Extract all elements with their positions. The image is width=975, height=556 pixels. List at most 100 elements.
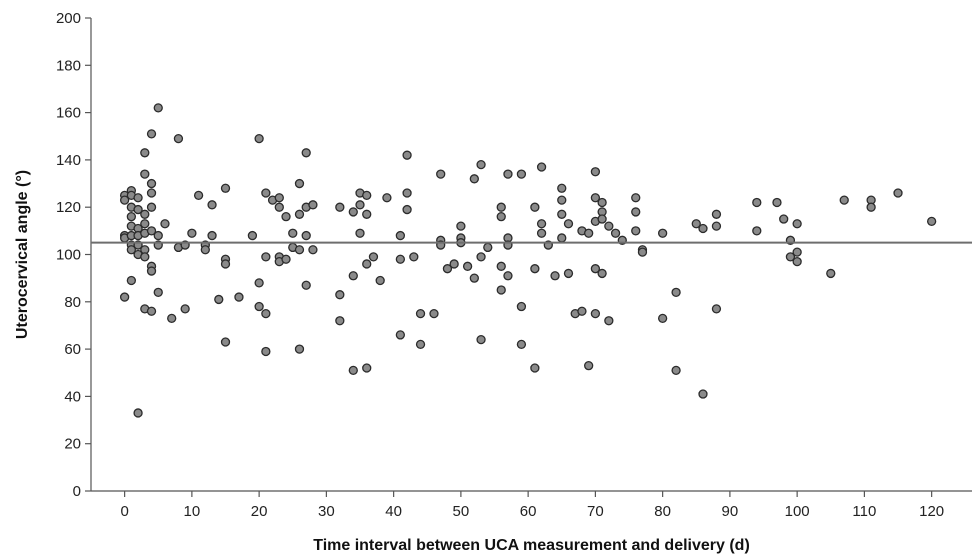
data-point (140, 252, 150, 262)
data-point (126, 275, 137, 286)
data-point (496, 285, 506, 295)
data-point (395, 330, 406, 340)
data-point (631, 226, 641, 236)
data-point (516, 301, 527, 312)
data-point (402, 188, 412, 198)
data-point (261, 308, 271, 319)
data-point (281, 212, 291, 222)
data-point (207, 200, 217, 210)
data-point (691, 219, 701, 229)
data-point (402, 150, 412, 160)
y-tick-label: 140 (56, 152, 81, 169)
data-point (476, 159, 486, 170)
data-point (409, 252, 419, 262)
data-point (698, 223, 708, 234)
data-point (671, 287, 681, 297)
data-point (214, 294, 224, 305)
data-point (368, 252, 379, 262)
data-point (785, 252, 796, 262)
data-point (462, 261, 473, 271)
data-point (496, 261, 506, 271)
data-point (375, 275, 385, 286)
data-point (752, 197, 762, 208)
data-point (254, 278, 264, 288)
data-point (530, 363, 540, 373)
data-point (530, 264, 540, 274)
data-point (657, 313, 668, 324)
data-point (866, 202, 876, 212)
data-point (476, 334, 486, 345)
x-tick-label: 110 (852, 503, 876, 520)
y-tick-label: 80 (64, 294, 81, 311)
data-point (355, 228, 365, 238)
x-tick-label: 120 (919, 503, 944, 520)
data-point (557, 195, 567, 205)
data-point (637, 247, 648, 257)
data-point (146, 226, 157, 236)
x-tick-label: 20 (251, 503, 268, 520)
data-point (301, 148, 311, 158)
x-axis-label: Time interval between UCA measurement an… (313, 537, 750, 554)
data-point (274, 193, 284, 203)
data-point (261, 346, 271, 357)
data-point (281, 254, 291, 264)
data-point (234, 292, 244, 302)
data-point (133, 408, 143, 418)
data-point (496, 202, 506, 212)
y-tick-label: 60 (64, 341, 81, 358)
data-point (584, 228, 594, 238)
data-point (926, 216, 937, 227)
x-tick-label: 100 (785, 503, 810, 520)
data-point (146, 202, 157, 212)
data-point (254, 133, 264, 144)
x-tick-label: 90 (722, 503, 739, 520)
data-point (536, 219, 547, 229)
data-point (436, 169, 446, 179)
data-point (631, 193, 641, 203)
data-point (146, 188, 157, 198)
data-point (671, 365, 681, 376)
y-ticks: 0 20 40 60 80 100 120 140 160 180 200 (56, 10, 91, 500)
data-point (604, 316, 614, 326)
data-point (557, 209, 567, 219)
data-point (220, 259, 231, 269)
data-point (362, 209, 372, 219)
data-point (536, 228, 547, 238)
data-point (308, 245, 318, 255)
data-point (146, 306, 157, 316)
data-point (563, 219, 574, 229)
data-point (220, 183, 231, 193)
data-point (536, 162, 547, 172)
data-point (160, 219, 170, 229)
data-point (469, 174, 479, 184)
data-point (126, 212, 137, 222)
y-tick-label: 160 (56, 105, 81, 122)
data-point (187, 228, 197, 238)
data-point (577, 306, 587, 316)
data-point (119, 292, 130, 302)
data-point (140, 148, 150, 158)
data-point (752, 226, 762, 236)
data-point (119, 195, 130, 205)
data-point (530, 202, 540, 212)
data-points (119, 103, 937, 418)
data-point (415, 308, 426, 319)
data-point (140, 169, 150, 179)
axes (90, 18, 972, 492)
data-point (503, 271, 513, 281)
data-point (395, 254, 406, 264)
data-point (597, 197, 607, 208)
y-tick-label: 0 (73, 483, 81, 500)
x-tick-label: 10 (184, 503, 201, 520)
data-point (429, 308, 439, 319)
x-tick-label: 30 (318, 503, 335, 520)
data-point (301, 280, 311, 290)
x-tick-label: 40 (385, 503, 402, 520)
data-point (288, 228, 298, 238)
data-point (355, 200, 365, 210)
data-point (294, 344, 305, 354)
data-point (133, 204, 143, 215)
data-point (792, 256, 802, 267)
data-point (294, 245, 305, 255)
